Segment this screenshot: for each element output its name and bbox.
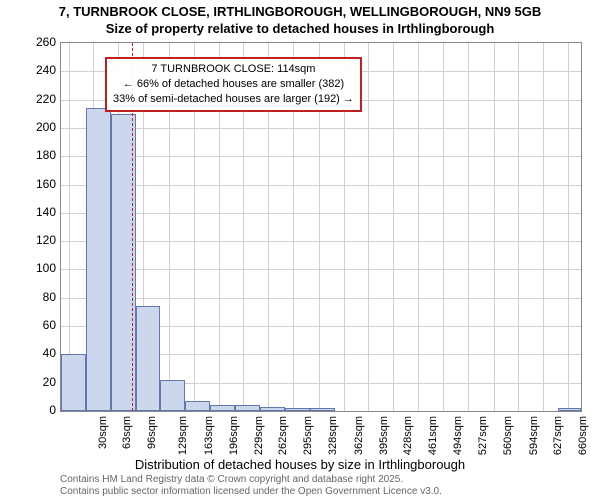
x-axis-label: Distribution of detached houses by size … [0,457,600,472]
y-tick-label: 40 [26,346,56,360]
histogram-bar [260,407,285,411]
x-tick-label: 30sqm [97,416,109,449]
y-tick-label: 180 [26,148,56,162]
grid-line-v [568,43,569,411]
grid-line-v [368,43,369,411]
x-tick-label: 295sqm [302,416,314,455]
x-tick-label: 395sqm [378,416,390,455]
y-tick-label: 260 [26,35,56,49]
grid-line-h [61,128,581,129]
x-tick-label: 163sqm [203,416,215,455]
x-tick-label: 63sqm [121,416,133,449]
x-tick-label: 229sqm [253,416,265,455]
annotation-line-2: ← 66% of detached houses are smaller (38… [113,77,354,92]
x-tick-label: 96sqm [146,416,158,449]
y-tick-label: 240 [26,63,56,77]
attribution-line-2: Contains public sector information licen… [60,486,442,498]
grid-line-h [61,269,581,270]
grid-line-v [393,43,394,411]
annotation-line-3: 33% of semi-detached houses are larger (… [113,92,354,107]
x-tick-label: 560sqm [502,416,514,455]
y-tick-label: 220 [26,92,56,106]
chart-title-sub: Size of property relative to detached ho… [0,21,600,36]
x-tick-label: 660sqm [577,416,589,455]
y-tick-label: 100 [26,261,56,275]
grid-line-h [61,156,581,157]
y-tick-label: 60 [26,318,56,332]
x-tick-label: 362sqm [353,416,365,455]
y-tick-label: 20 [26,375,56,389]
annotation-box: 7 TURNBROOK CLOSE: 114sqm← 66% of detach… [105,57,362,112]
y-tick-label: 160 [26,177,56,191]
grid-line-v [468,43,469,411]
chart-title-main: 7, TURNBROOK CLOSE, IRTHLINGBOROUGH, WEL… [0,4,600,19]
attribution-line-1: Contains HM Land Registry data © Crown c… [60,474,442,486]
attribution-text: Contains HM Land Registry data © Crown c… [60,474,442,498]
x-tick-label: 328sqm [327,416,339,455]
grid-line-h [61,298,581,299]
x-tick-label: 428sqm [403,416,415,455]
grid-line-v [494,43,495,411]
y-tick-label: 140 [26,205,56,219]
grid-line-h [61,185,581,186]
grid-line-h [61,213,581,214]
x-tick-label: 594sqm [528,416,540,455]
y-tick-label: 120 [26,233,56,247]
property-size-histogram: 7, TURNBROOK CLOSE, IRTHLINGBOROUGH, WEL… [0,0,600,500]
y-tick-label: 80 [26,290,56,304]
x-tick-label: 627sqm [553,416,565,455]
x-tick-label: 494sqm [452,416,464,455]
histogram-bar [160,380,185,411]
histogram-bar [136,306,161,411]
x-tick-label: 196sqm [228,416,240,455]
grid-line-h [61,241,581,242]
plot-area: 7 TURNBROOK CLOSE: 114sqm← 66% of detach… [60,42,582,412]
histogram-bar [558,408,581,411]
histogram-bar [185,401,210,411]
y-tick-label: 200 [26,120,56,134]
grid-line-v [543,43,544,411]
histogram-bar [61,354,86,411]
x-tick-label: 527sqm [477,416,489,455]
y-tick-label: 0 [26,403,56,417]
x-tick-label: 262sqm [278,416,290,455]
histogram-bar [86,108,111,411]
histogram-bar [235,405,260,411]
grid-line-v [443,43,444,411]
grid-line-v [518,43,519,411]
grid-line-v [418,43,419,411]
x-tick-label: 461sqm [427,416,439,455]
annotation-line-1: 7 TURNBROOK CLOSE: 114sqm [113,62,354,77]
histogram-bar [310,408,335,411]
histogram-bar [285,408,310,411]
x-tick-label: 129sqm [177,416,189,455]
histogram-bar [210,405,235,411]
